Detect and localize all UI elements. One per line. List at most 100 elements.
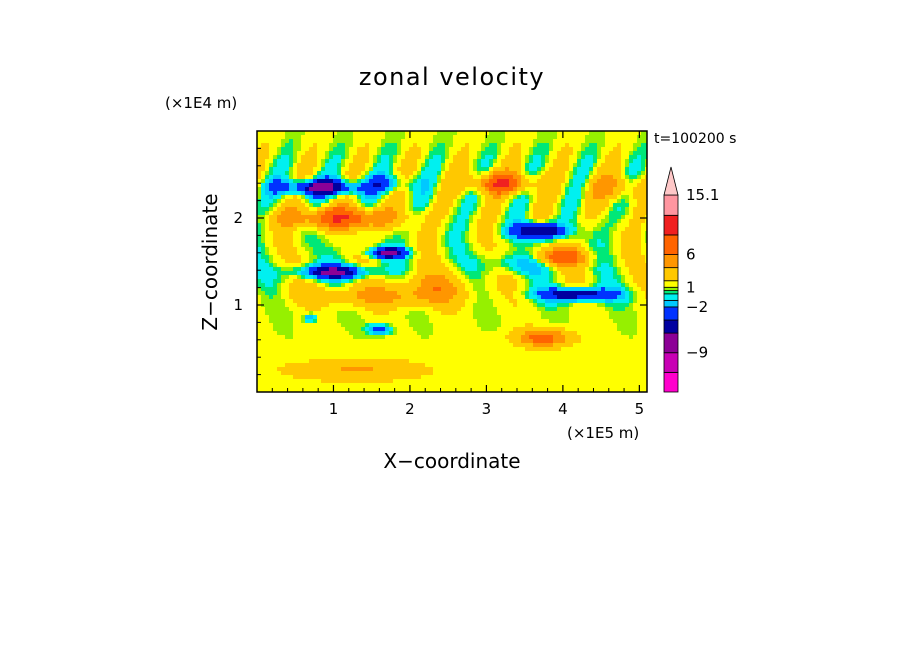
contour-cell: [485, 227, 490, 232]
contour-cell: [265, 131, 270, 136]
contour-cell: [305, 207, 310, 212]
contour-cell: [509, 263, 514, 268]
contour-cell: [445, 139, 450, 144]
contour-cell: [489, 159, 494, 164]
contour-cell: [257, 243, 262, 248]
contour-cell: [449, 183, 454, 188]
contour-cell: [565, 275, 570, 280]
contour-cell: [305, 239, 310, 244]
contour-cell: [565, 139, 570, 144]
contour-cell: [385, 275, 390, 280]
contour-cell: [373, 271, 378, 276]
contour-cell: [321, 331, 326, 336]
contour-cell: [305, 179, 310, 184]
contour-cell: [429, 159, 434, 164]
contour-cell: [481, 223, 486, 228]
contour-cell: [501, 259, 506, 264]
contour-cell: [301, 223, 306, 228]
contour-cell: [465, 247, 470, 252]
contour-cell: [441, 299, 446, 304]
contour-cell: [285, 195, 290, 200]
contour-cell: [337, 179, 342, 184]
contour-cell: [489, 167, 494, 172]
contour-cell: [349, 227, 354, 232]
contour-cell: [573, 135, 578, 140]
contour-cell: [533, 235, 538, 240]
contour-cell: [301, 191, 306, 196]
contour-cell: [365, 207, 370, 212]
contour-cell: [317, 235, 322, 240]
contour-cell: [577, 251, 582, 256]
contour-cell: [581, 267, 586, 272]
contour-cell: [573, 191, 578, 196]
contour-cell: [525, 215, 530, 220]
contour-cell: [261, 275, 266, 280]
contour-cell: [305, 271, 310, 276]
contour-cell: [605, 251, 610, 256]
contour-cell: [437, 323, 442, 328]
contour-cell: [385, 203, 390, 208]
contour-cell: [497, 151, 502, 156]
contour-cell: [309, 139, 314, 144]
contour-cell: [573, 195, 578, 200]
contour-cell: [469, 271, 474, 276]
contour-cell: [329, 183, 334, 188]
contour-cell: [641, 243, 646, 248]
contour-cell: [333, 307, 338, 312]
contour-cell: [337, 303, 342, 308]
contour-cell: [505, 215, 510, 220]
contour-cell: [541, 319, 546, 324]
contour-cell: [557, 195, 562, 200]
contour-cell: [549, 263, 554, 268]
contour-cell: [321, 159, 326, 164]
contour-cell: [305, 323, 310, 328]
contour-cell: [425, 247, 430, 252]
contour-cell: [349, 159, 354, 164]
contour-cell: [289, 255, 294, 260]
contour-cell: [349, 279, 354, 284]
contour-cell: [417, 171, 422, 176]
contour-cell: [265, 323, 270, 328]
contour-cell: [505, 271, 510, 276]
contour-cell: [445, 239, 450, 244]
contour-cell: [265, 199, 270, 204]
contour-cell: [261, 323, 266, 328]
contour-cell: [449, 187, 454, 192]
contour-cell: [309, 159, 314, 164]
contour-cell: [381, 135, 386, 140]
contour-cell: [449, 231, 454, 236]
contour-cell: [317, 251, 322, 256]
contour-cell: [609, 327, 614, 332]
contour-cell: [569, 135, 574, 140]
contour-cell: [437, 227, 442, 232]
contour-cell: [373, 287, 378, 292]
contour-cell: [617, 299, 622, 304]
contour-cell: [297, 191, 302, 196]
contour-cell: [629, 191, 634, 196]
contour-cell: [573, 159, 578, 164]
contour-cell: [569, 191, 574, 196]
contour-cell: [637, 219, 642, 224]
contour-cell: [553, 159, 558, 164]
contour-cell: [413, 275, 418, 280]
contour-cell: [389, 199, 394, 204]
contour-cell: [485, 327, 490, 332]
contour-cell: [469, 319, 474, 324]
contour-cell: [581, 159, 586, 164]
contour-cell: [625, 307, 630, 312]
contour-cell: [421, 227, 426, 232]
contour-cell: [305, 135, 310, 140]
contour-cell: [405, 191, 410, 196]
contour-cell: [389, 331, 394, 336]
contour-cell: [281, 279, 286, 284]
contour-cell: [365, 275, 370, 280]
contour-cell: [301, 179, 306, 184]
contour-cell: [353, 151, 358, 156]
contour-cell: [469, 131, 474, 136]
contour-cell: [421, 303, 426, 308]
contour-cell: [625, 219, 630, 224]
contour-cell: [301, 287, 306, 292]
contour-cell: [617, 195, 622, 200]
contour-cell: [289, 283, 294, 288]
contour-cell: [305, 227, 310, 232]
